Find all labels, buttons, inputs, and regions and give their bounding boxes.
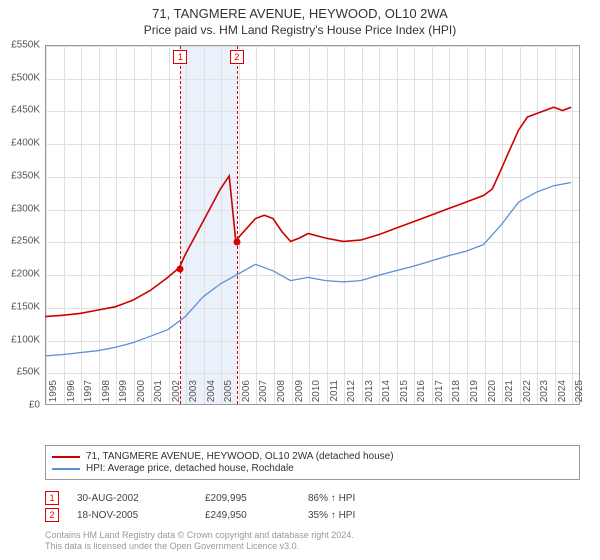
sale-price: £249,950 — [205, 510, 290, 521]
y-axis-label: £400K — [11, 138, 40, 149]
x-axis-label: 2014 — [381, 380, 392, 410]
sales-row: 1 30-AUG-2002 £209,995 86% ↑ HPI — [45, 491, 398, 505]
title-main: 71, TANGMERE AVENUE, HEYWOOD, OL10 2WA — [0, 6, 600, 21]
legend-item-property: 71, TANGMERE AVENUE, HEYWOOD, OL10 2WA (… — [52, 451, 573, 462]
x-axis-label: 2019 — [469, 380, 480, 410]
y-axis-label: £450K — [11, 105, 40, 116]
x-axis-label: 2018 — [451, 380, 462, 410]
x-axis-label: 2015 — [399, 380, 410, 410]
y-axis-label: £300K — [11, 203, 40, 214]
footer: Contains HM Land Registry data © Crown c… — [45, 530, 354, 553]
x-axis-label: 2000 — [136, 380, 147, 410]
x-axis-label: 2008 — [276, 380, 287, 410]
series-line-hpi — [45, 183, 571, 356]
y-axis-label: £550K — [11, 40, 40, 51]
sale-pct: 86% ↑ HPI — [308, 493, 398, 504]
y-axis-label: £0 — [29, 400, 40, 411]
x-axis-label: 2022 — [522, 380, 533, 410]
sale-marker-icon: 2 — [45, 508, 59, 522]
x-axis-label: 2005 — [223, 380, 234, 410]
footer-line: Contains HM Land Registry data © Crown c… — [45, 530, 354, 541]
x-axis-label: 2009 — [294, 380, 305, 410]
x-axis-label: 2001 — [153, 380, 164, 410]
y-axis-label: £100K — [11, 334, 40, 345]
x-axis-label: 2021 — [504, 380, 515, 410]
x-axis-label: 1997 — [83, 380, 94, 410]
x-axis-label: 2003 — [188, 380, 199, 410]
sale-price: £209,995 — [205, 493, 290, 504]
y-axis-label: £150K — [11, 301, 40, 312]
y-axis-label: £500K — [11, 72, 40, 83]
y-axis-label: £50K — [17, 367, 40, 378]
y-axis-label: £350K — [11, 170, 40, 181]
legend-item-hpi: HPI: Average price, detached house, Roch… — [52, 463, 573, 474]
legend-label-property: 71, TANGMERE AVENUE, HEYWOOD, OL10 2WA (… — [86, 451, 394, 462]
footer-line: This data is licensed under the Open Gov… — [45, 541, 354, 552]
x-axis-label: 2002 — [171, 380, 182, 410]
chart-container: 71, TANGMERE AVENUE, HEYWOOD, OL10 2WA P… — [0, 0, 600, 560]
legend-swatch-hpi — [52, 468, 80, 470]
x-axis-label: 1996 — [66, 380, 77, 410]
x-axis-label: 2025 — [574, 380, 585, 410]
x-axis-label: 2016 — [416, 380, 427, 410]
sale-pct: 35% ↑ HPI — [308, 510, 398, 521]
x-axis-label: 2012 — [346, 380, 357, 410]
x-axis-label: 2013 — [364, 380, 375, 410]
chart-area: 12 £0£50K£100K£150K£200K£250K£300K£350K£… — [45, 45, 580, 405]
sale-date: 30-AUG-2002 — [77, 493, 187, 504]
legend: 71, TANGMERE AVENUE, HEYWOOD, OL10 2WA (… — [45, 445, 580, 480]
sale-marker-icon: 1 — [45, 491, 59, 505]
x-axis-label: 2024 — [557, 380, 568, 410]
x-axis-label: 2007 — [258, 380, 269, 410]
legend-swatch-property — [52, 456, 80, 458]
x-axis-label: 2017 — [434, 380, 445, 410]
sales-row: 2 18-NOV-2005 £249,950 35% ↑ HPI — [45, 508, 398, 522]
x-axis-label: 2010 — [311, 380, 322, 410]
x-axis-label: 2006 — [241, 380, 252, 410]
x-axis-label: 1999 — [118, 380, 129, 410]
title-sub: Price paid vs. HM Land Registry's House … — [0, 23, 600, 37]
sale-date: 18-NOV-2005 — [77, 510, 187, 521]
legend-label-hpi: HPI: Average price, detached house, Roch… — [86, 463, 294, 474]
y-axis-label: £250K — [11, 236, 40, 247]
x-axis-label: 2011 — [329, 380, 340, 410]
y-axis-label: £200K — [11, 269, 40, 280]
x-axis-label: 2020 — [487, 380, 498, 410]
x-axis-label: 1995 — [48, 380, 59, 410]
series-line-property — [45, 107, 571, 316]
line-series-svg — [45, 45, 580, 405]
x-axis-label: 2023 — [539, 380, 550, 410]
title-block: 71, TANGMERE AVENUE, HEYWOOD, OL10 2WA P… — [0, 0, 600, 39]
x-axis-label: 2004 — [206, 380, 217, 410]
sales-table: 1 30-AUG-2002 £209,995 86% ↑ HPI 2 18-NO… — [45, 488, 398, 525]
x-axis-label: 1998 — [101, 380, 112, 410]
